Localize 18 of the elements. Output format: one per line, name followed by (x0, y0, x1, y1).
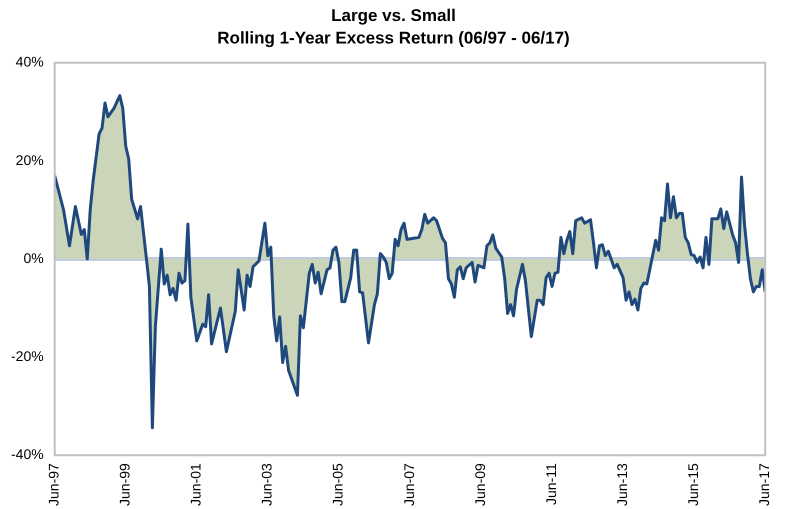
x-tick-label: Jun-05 (330, 462, 346, 506)
x-tick-label: Jun-03 (258, 462, 275, 506)
x-tick-label: Jun-13 (614, 462, 630, 506)
x-tick-label: Jun-09 (472, 462, 488, 506)
y-tick-label: 20% (16, 152, 44, 168)
x-tick-label: Jun-07 (400, 462, 417, 506)
chart-title: Large vs. Small (331, 6, 456, 25)
x-tick-label: Jun-11 (542, 462, 559, 505)
y-tick-label: -40% (10, 446, 44, 462)
chart-subtitle: Rolling 1-Year Excess Return (06/97 - 06/17) (217, 28, 570, 48)
x-tick-label: Jun-99 (116, 462, 133, 506)
y-tick-label: 40% (16, 54, 44, 70)
y-tick-label: -20% (10, 348, 44, 364)
x-tick-label: Jun-97 (46, 462, 62, 506)
x-tick-label: Jun-15 (685, 462, 702, 506)
x-tick-label: Jun-17 (756, 462, 772, 506)
x-tick-label: Jun-01 (188, 462, 204, 506)
y-tick-label: 0% (23, 250, 44, 266)
